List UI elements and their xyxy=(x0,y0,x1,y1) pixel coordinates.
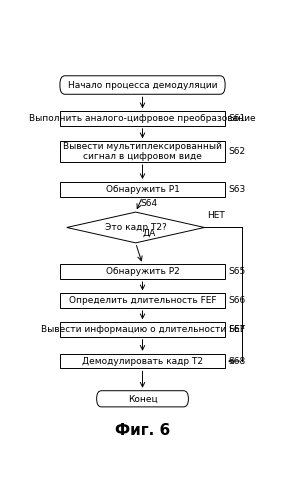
Text: Фиг. 6: Фиг. 6 xyxy=(115,423,170,438)
Text: S67: S67 xyxy=(229,325,246,334)
Text: S64: S64 xyxy=(140,199,157,208)
Bar xyxy=(60,264,225,279)
Text: Вывести информацию о длительности FEF: Вывести информацию о длительности FEF xyxy=(41,325,244,334)
Bar xyxy=(60,322,225,337)
Bar xyxy=(60,141,225,162)
Text: Демодулировать кадр T2: Демодулировать кадр T2 xyxy=(82,356,203,366)
Text: НЕТ: НЕТ xyxy=(207,211,224,220)
Text: Это кадр T2?: Это кадр T2? xyxy=(105,223,167,232)
Bar xyxy=(60,294,225,308)
Polygon shape xyxy=(67,212,205,243)
Text: Вывести мультиплексированный
сигнал в цифровом виде: Вывести мультиплексированный сигнал в ци… xyxy=(63,142,222,162)
Text: ДА: ДА xyxy=(143,229,156,238)
Bar xyxy=(60,111,225,126)
Text: Обнаружить P1: Обнаружить P1 xyxy=(106,185,179,194)
Text: Обнаружить P2: Обнаружить P2 xyxy=(106,267,179,276)
Text: S61: S61 xyxy=(229,114,246,123)
Text: Конец: Конец xyxy=(128,394,157,404)
Text: Начало процесса демодуляции: Начало процесса демодуляции xyxy=(68,80,217,90)
Text: S63: S63 xyxy=(229,185,246,194)
Text: S62: S62 xyxy=(229,147,246,156)
Text: S65: S65 xyxy=(229,267,246,276)
Text: S66: S66 xyxy=(229,296,246,305)
Text: S68: S68 xyxy=(229,356,246,366)
Text: Выполнить аналого-цифровое преобразование: Выполнить аналого-цифровое преобразовани… xyxy=(29,114,256,123)
Bar xyxy=(60,182,225,196)
FancyBboxPatch shape xyxy=(96,390,189,407)
FancyBboxPatch shape xyxy=(60,76,225,94)
Text: Определить длительность FEF: Определить длительность FEF xyxy=(69,296,216,305)
Bar xyxy=(60,354,225,368)
